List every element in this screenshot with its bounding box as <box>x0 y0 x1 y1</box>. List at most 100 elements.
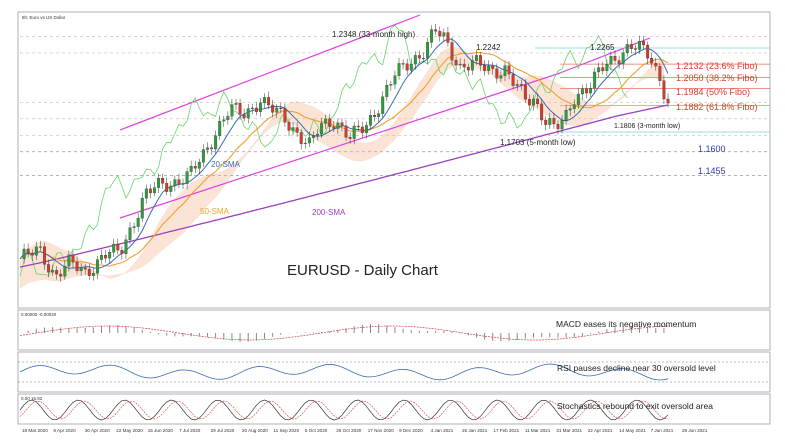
candle-body <box>161 177 165 184</box>
candle-body <box>556 123 560 130</box>
candle-body <box>222 119 226 122</box>
candle-body <box>499 75 503 79</box>
candle-body <box>71 254 75 263</box>
candle-body <box>214 135 218 150</box>
candle-body <box>360 126 364 134</box>
stoch-panel-frame <box>17 393 771 425</box>
candle-body <box>576 93 580 105</box>
annotation-12242: 1.2242 <box>476 43 501 52</box>
candle-body <box>609 56 613 65</box>
candle-body <box>287 122 291 131</box>
level-11455-label: 1.1455 <box>698 166 726 176</box>
candle-body <box>426 42 429 59</box>
candle-body <box>462 63 466 68</box>
candle-body <box>22 248 26 259</box>
candle-body <box>283 108 287 123</box>
candle-body <box>580 88 584 95</box>
macd-header: 0.00000 -0.00040 <box>21 312 57 317</box>
candle-body <box>157 177 161 188</box>
candle-body <box>75 261 79 272</box>
candle-body <box>422 58 425 60</box>
x-tick-label: 18 Mar 2020 <box>22 428 48 433</box>
candle-body <box>132 226 136 228</box>
candle-body <box>197 162 201 169</box>
x-tick-label: 17 Nov 2020 <box>368 428 394 433</box>
candle-body <box>430 29 434 43</box>
stoch-k-line <box>19 399 669 421</box>
candle-body <box>654 62 658 67</box>
candle-body <box>642 41 645 46</box>
x-tick-label: 22 May 2020 <box>116 428 143 433</box>
candle-body <box>291 127 295 131</box>
candle-body <box>405 63 409 71</box>
candle-body <box>344 125 348 138</box>
candle-body <box>120 250 124 254</box>
candle-body <box>136 218 140 227</box>
candle-body <box>393 75 397 85</box>
candle-body <box>177 179 181 185</box>
candle-body <box>95 259 99 274</box>
channel-lower-line <box>119 72 561 219</box>
candle-body <box>523 84 527 100</box>
candle-body <box>279 107 283 109</box>
x-tick-label: 31 Mar 2021 <box>556 428 582 433</box>
candle-body <box>348 137 352 139</box>
candle-body <box>148 188 152 194</box>
x-tick-label: 29 Jul 2020 <box>211 428 235 433</box>
candle-body <box>593 71 597 89</box>
candle-body <box>605 64 609 72</box>
rsi-line <box>19 363 669 381</box>
candle-body <box>91 273 95 276</box>
stoch-header: 0.00 16.92 <box>21 396 43 401</box>
candle-body <box>246 108 250 119</box>
x-tick-label: 5 Oct 2020 <box>305 428 328 433</box>
candle-body <box>51 270 55 273</box>
grid <box>20 36 770 176</box>
candle-body <box>646 44 650 59</box>
x-tick-label: 11 Mar 2021 <box>525 428 551 433</box>
candle-body <box>100 255 103 260</box>
candle-body <box>210 147 213 150</box>
candle-body <box>124 239 128 254</box>
channel-upper-line <box>119 14 421 131</box>
x-tick-label: 26 Oct 2020 <box>336 428 361 433</box>
candle-body <box>303 142 307 144</box>
candle-body <box>316 133 319 136</box>
candle-body <box>112 243 116 253</box>
candle-body <box>633 48 637 50</box>
sma50-label: 50-SMA <box>200 207 230 216</box>
candle-body <box>169 185 173 192</box>
candle-body <box>536 98 540 105</box>
candle-body <box>560 120 564 130</box>
candle-body <box>479 55 482 66</box>
candle-body <box>527 99 531 106</box>
candle-body <box>540 103 544 121</box>
candle-body <box>34 246 38 256</box>
candle-body <box>417 55 421 59</box>
candle-body <box>218 120 222 136</box>
candle-body <box>67 254 71 267</box>
x-axis-ticks: 18 Mar 2020 9 Apr 2020 30 Apr 2020 22 May 2… <box>22 428 708 433</box>
candle-body <box>238 103 242 115</box>
sma200-label: 200-SMA <box>312 208 346 217</box>
candle-body <box>613 56 617 61</box>
candle-body <box>299 132 303 144</box>
candle-body <box>230 104 234 117</box>
x-tick-label: 7 Jun 2021 <box>651 428 674 433</box>
candle-body <box>413 55 417 65</box>
candle-body <box>450 42 454 61</box>
candle-body <box>519 84 523 86</box>
candle-body <box>629 44 633 49</box>
candle-body <box>532 98 535 106</box>
stoch-d-line <box>19 400 669 420</box>
candle-body <box>572 104 576 109</box>
candle-body <box>397 63 401 76</box>
x-tick-label: 22 Apr 2021 <box>588 428 613 433</box>
chart-title: EURUSD - Daily Chart <box>287 262 439 279</box>
candle-body <box>181 183 185 185</box>
candle-body <box>585 88 588 94</box>
candle-body <box>617 60 621 64</box>
candle-body <box>201 149 205 163</box>
candle-body <box>173 179 177 187</box>
